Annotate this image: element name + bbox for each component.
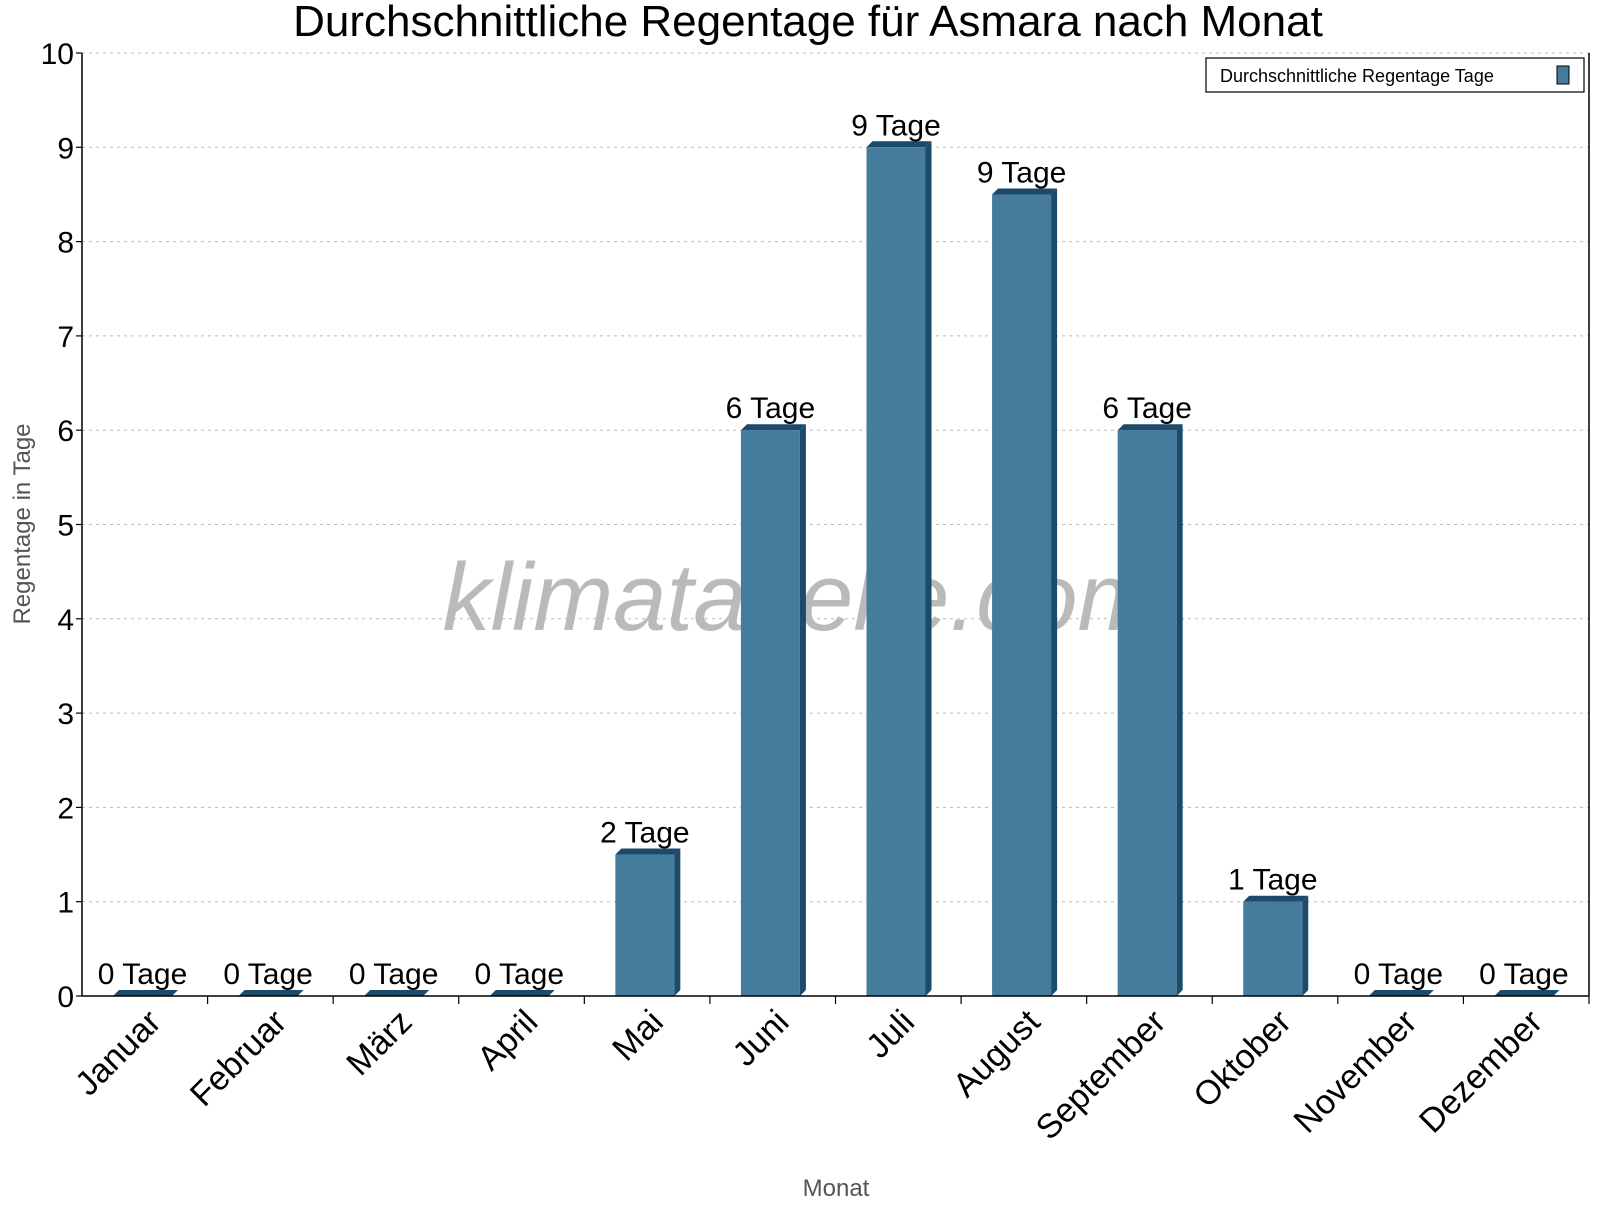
x-tick-label: März <box>339 1003 419 1083</box>
x-tick-label: Dezember <box>1412 1003 1550 1141</box>
bar <box>866 147 926 997</box>
bar <box>615 854 675 996</box>
legend-swatch <box>1556 65 1570 85</box>
y-tick-label: 9 <box>57 132 74 165</box>
bar-top <box>740 424 806 431</box>
data-label: 9 Tage <box>977 156 1067 189</box>
x-tick-label: Juni <box>725 1003 796 1074</box>
y-tick-label: 8 <box>57 227 74 260</box>
y-axis-label: Regentage in Tage <box>9 423 36 624</box>
data-label: 0 Tage <box>474 958 564 991</box>
data-label: 6 Tage <box>1102 392 1192 425</box>
y-tick-label: 7 <box>57 321 74 354</box>
data-label: 0 Tage <box>1354 958 1444 991</box>
legend-box <box>1205 57 1585 93</box>
x-axis-label: Monat <box>803 1175 870 1200</box>
bar-top <box>489 990 555 996</box>
y-tick-label: 3 <box>57 698 74 731</box>
y-tick-label: 0 <box>57 981 74 1014</box>
bar-top <box>992 188 1058 195</box>
bar <box>1117 430 1177 996</box>
bars: 0 Tage 0 Tage 0 Tage 0 Tage 2 Tage 6 Tage 9 Ta… <box>98 109 1569 997</box>
x-tick-label: April <box>470 1003 545 1078</box>
x-tick-label: Januar <box>68 1003 168 1103</box>
data-label: 0 Tage <box>349 958 439 991</box>
bar-top <box>364 990 430 996</box>
y-tick-label: 2 <box>57 792 74 825</box>
bar-top <box>1117 424 1183 431</box>
data-label: 9 Tage <box>851 109 941 142</box>
bar-side <box>925 141 932 997</box>
legend-label: Durchschnittliche Regentage Tage <box>1220 66 1494 86</box>
grid <box>82 52 1589 903</box>
bar-top <box>1494 990 1560 996</box>
data-label: 6 Tage <box>726 392 816 425</box>
bar <box>740 430 800 996</box>
bar-side <box>674 848 681 996</box>
bar-side <box>1302 895 1309 996</box>
data-label: 0 Tage <box>98 958 188 991</box>
bar-side <box>799 424 806 996</box>
bar-side <box>1176 424 1183 996</box>
y-tick-label: 4 <box>57 604 74 637</box>
bar-top <box>1368 990 1434 996</box>
data-label: 2 Tage <box>600 817 690 850</box>
data-label: 0 Tage <box>1479 958 1569 991</box>
x-tick-label: November <box>1287 1003 1425 1141</box>
bar-top <box>238 990 304 996</box>
x-tick-label: September <box>1029 1003 1173 1147</box>
bar-top <box>615 848 681 855</box>
data-label: 1 Tage <box>1228 864 1318 897</box>
x-tick-label: Juli <box>859 1003 922 1066</box>
y-tick-label: 6 <box>57 415 74 448</box>
data-label: 0 Tage <box>223 958 313 991</box>
y-tick-label: 10 <box>41 38 74 71</box>
bar-top <box>1243 895 1309 902</box>
chart-title: Durchschnittliche Regentage für Asmara n… <box>293 0 1323 46</box>
x-tick-label: Mai <box>605 1003 671 1069</box>
bar-top <box>113 990 178 996</box>
y-tick-label: 5 <box>57 510 74 543</box>
bar <box>1243 901 1303 996</box>
x-tick-label: Februar <box>183 1003 294 1114</box>
x-tick-label: Oktober <box>1186 1003 1298 1115</box>
x-tick-label: August <box>946 1002 1048 1104</box>
bar-top <box>866 141 932 148</box>
bar-side <box>1051 188 1058 996</box>
legend: Durchschnittliche Regentage Tage <box>1205 57 1585 93</box>
bar <box>992 194 1052 996</box>
y-tick-label: 1 <box>57 887 74 920</box>
